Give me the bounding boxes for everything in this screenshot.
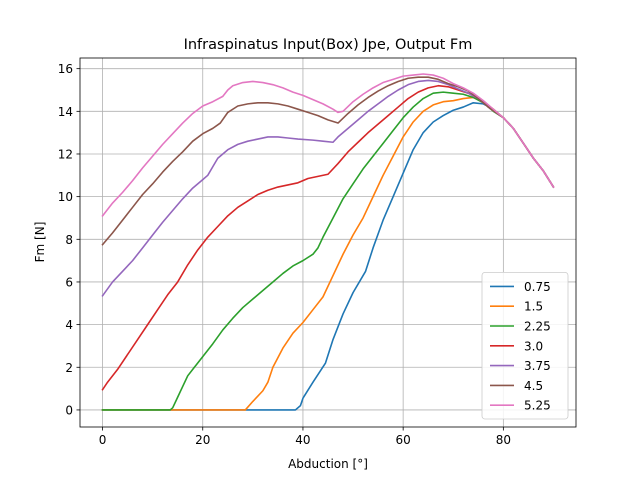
x-tick-label: 20 — [195, 433, 210, 447]
legend-label: 1.5 — [524, 300, 543, 314]
chart-title: Infraspinatus Input(Box) Jpe, Output Fm — [184, 37, 473, 53]
series-layer — [101, 73, 555, 411]
y-tick-label: 6 — [65, 275, 73, 289]
y-tick-label: 2 — [65, 361, 73, 375]
y-tick-label: 16 — [58, 62, 73, 76]
x-tick-label: 0 — [99, 433, 107, 447]
y-axis-label: Fm [N] — [33, 222, 47, 263]
legend-label: 0.75 — [524, 280, 551, 294]
legend-label: 3.75 — [524, 359, 551, 373]
grid — [80, 58, 576, 427]
legend: 0.75 1.5 2.25 3.0 3.75 4.5 5.25 — [481, 271, 569, 420]
y-tick-label: 4 — [65, 318, 73, 332]
x-tick-label: 60 — [396, 433, 411, 447]
ticks: 0 20 40 60 80 0 2 4 6 8 10 12 14 16 — [58, 62, 511, 447]
legend-label: 3.0 — [524, 339, 543, 353]
series-line-5.25 — [101, 73, 555, 217]
legend-label: 4.5 — [524, 379, 543, 393]
legend-label: 5.25 — [524, 399, 551, 413]
y-tick-label: 0 — [65, 403, 73, 417]
axes-frame — [79, 57, 577, 428]
y-tick-label: 14 — [58, 105, 73, 119]
series-line-4.5 — [101, 76, 555, 246]
x-axis-label: Abduction [°] — [288, 457, 368, 471]
x-tick-label: 80 — [496, 433, 511, 447]
x-tick-label: 40 — [295, 433, 310, 447]
series-line-3.75 — [101, 79, 555, 297]
legend-label: 2.25 — [524, 320, 551, 334]
y-tick-label: 10 — [58, 190, 73, 204]
legend-box — [481, 271, 569, 420]
series-line-2.25 — [101, 91, 555, 411]
y-tick-label: 8 — [65, 233, 73, 247]
y-tick-label: 12 — [58, 147, 73, 161]
